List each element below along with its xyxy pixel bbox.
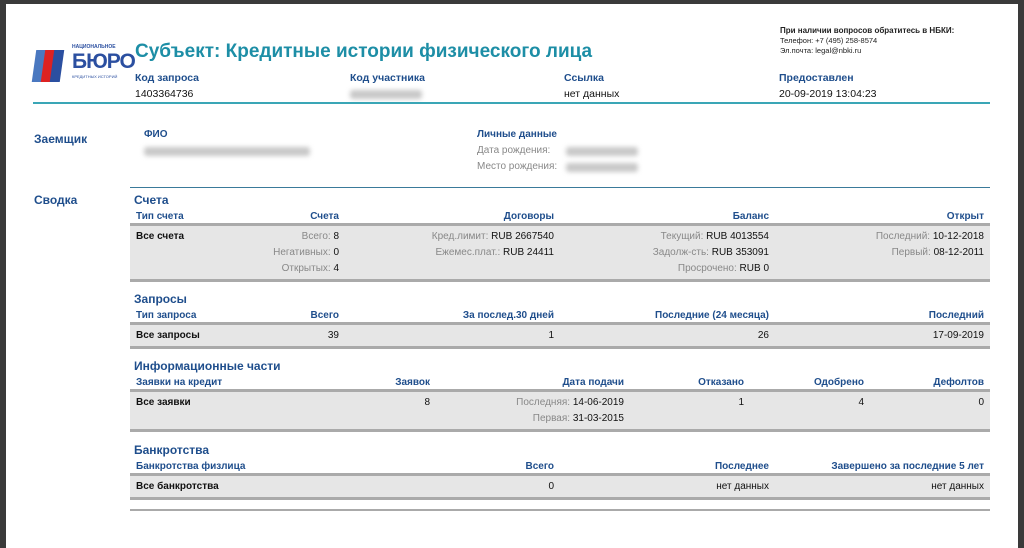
member-code-value-redacted (350, 90, 422, 99)
table-header: Банкротства физлица Всего Последнее Заверше… (130, 461, 990, 476)
provided-label: Предоставлен (779, 72, 854, 84)
bankruptcy-table: Банкротства физлица Всего Последнее Заверше… (130, 461, 990, 500)
birth-place-label: Место рождения: (477, 161, 558, 172)
table-header: Заявки на кредит Заявок Дата подачи Отказан… (130, 377, 990, 392)
member-code-label: Код участника (350, 72, 425, 84)
table-row: Все запросы 39 1 26 17-09-2019 (130, 325, 990, 349)
request-code-label: Код запроса (135, 72, 200, 84)
personal-data-label: Личные данные (477, 129, 557, 140)
request-code-value: 1403364736 (135, 88, 194, 100)
info-parts-title: Информационные части (134, 359, 281, 373)
fio-label: ФИО (144, 129, 168, 140)
inquiries-title: Запросы (134, 292, 187, 306)
borrower-section-title: Заемщик (34, 132, 88, 146)
report-title: Субъект: Кредитные истории физического л… (135, 41, 593, 62)
header-divider (33, 102, 990, 104)
accounts-table: Тип счета Счета Договоры Баланс Открыт В… (130, 211, 990, 282)
table-header: Тип запроса Всего За послед.30 дней Последн… (130, 310, 990, 325)
credit-report-page: НАЦИОНАЛЬНОЕ БЮРО КРЕДИТНЫХ ИСТОРИЙ Субъ… (6, 4, 1018, 548)
nbki-logo: НАЦИОНАЛЬНОЕ БЮРО КРЕДИТНЫХ ИСТОРИЙ (31, 44, 136, 86)
fio-value-redacted (144, 147, 310, 156)
provided-value: 20-09-2019 13:04:23 (779, 88, 877, 100)
table-row: Все счета Всего: 8 Негативных: 0 Открыты… (130, 226, 990, 282)
birth-place-redacted (566, 163, 638, 172)
table-header: Тип счета Счета Договоры Баланс Открыт (130, 211, 990, 226)
table-row: Все банкротства 0 нет данных нет данных (130, 476, 990, 500)
contact-info: При наличии вопросов обратитесь в НБКИ: … (780, 26, 955, 55)
inquiries-table: Тип запроса Всего За послед.30 дней Последн… (130, 310, 990, 349)
birth-date-label: Дата рождения: (477, 145, 551, 156)
table-row: Все заявки 8 Последняя: 14-06-2019 Перва… (130, 392, 990, 432)
link-label: Ссылка (564, 72, 605, 84)
accounts-title: Счета (134, 193, 169, 207)
info-parts-table: Заявки на кредит Заявок Дата подачи Отказан… (130, 377, 990, 432)
birth-date-redacted (566, 147, 638, 156)
section-divider (130, 187, 990, 188)
summary-section-title: Сводка (34, 193, 78, 207)
bottom-divider (130, 509, 990, 511)
link-value: нет данных (564, 88, 620, 100)
bankruptcy-title: Банкротства (134, 443, 210, 457)
